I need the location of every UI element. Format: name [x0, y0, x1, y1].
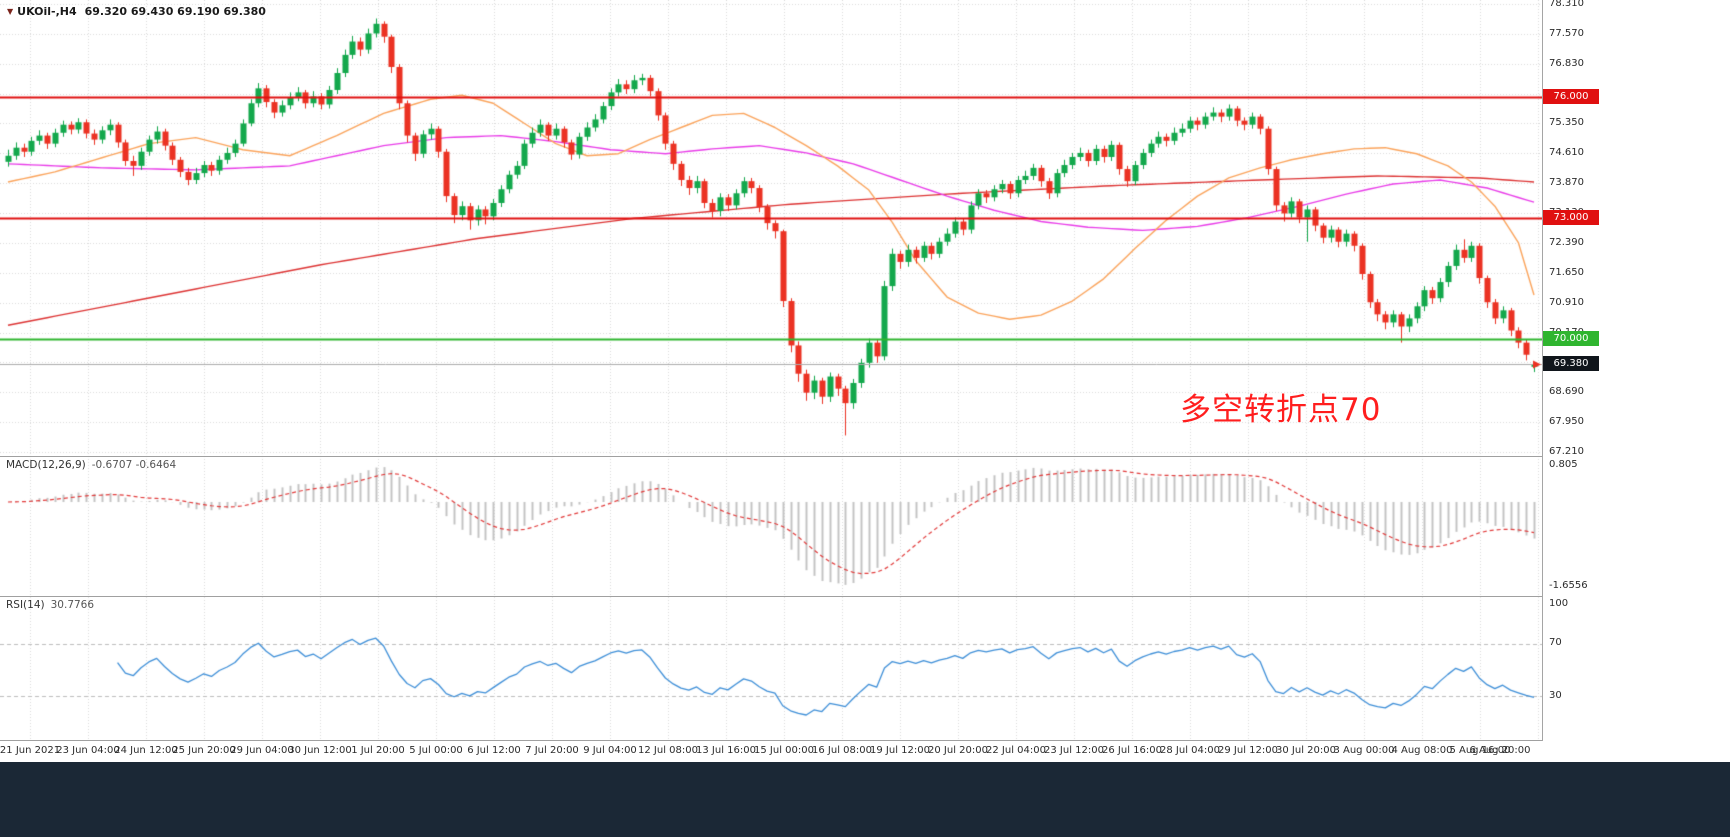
time-label: 1 Jul 20:00	[351, 745, 405, 756]
rsi-scale-top: 100	[1549, 598, 1569, 609]
price-tick: 73.870	[1549, 177, 1584, 189]
annotation-text[interactable]: 多空转折点70	[1180, 392, 1382, 428]
time-label: 7 Jul 20:00	[525, 745, 579, 756]
price-tick: 74.610	[1549, 147, 1584, 159]
panel-separator-macd[interactable]	[0, 456, 1730, 457]
time-label: 6 Aug 20:00	[1469, 745, 1531, 756]
price-chart-canvas[interactable]	[0, 0, 1542, 761]
time-label: 13 Jul 16:00	[696, 745, 756, 756]
price-tick: 70.910	[1549, 296, 1584, 308]
time-label: 23 Jul 12:00	[1044, 745, 1104, 756]
rsi-level-70: 70	[1549, 637, 1562, 648]
macd-values: -0.6707 -0.6464	[91, 459, 177, 471]
time-label: 22 Jul 04:00	[986, 745, 1046, 756]
macd-scale-min: -1.6556	[1549, 580, 1588, 591]
price-badge-69.380: 69.380	[1543, 356, 1599, 372]
price-badge-70.000: 70.000	[1543, 331, 1599, 347]
time-label: 25 Jun 20:00	[172, 745, 236, 756]
rsi-indicator-label: RSI(14) 30.7766	[6, 599, 94, 611]
rsi-level-30: 30	[1549, 690, 1562, 701]
time-label: 19 Jul 12:00	[870, 745, 930, 756]
time-label: 12 Jul 08:00	[638, 745, 698, 756]
time-label: 24 Jun 12:00	[114, 745, 178, 756]
time-label: 5 Aug 16:00	[1449, 745, 1511, 756]
time-label: 20 Jul 20:00	[928, 745, 988, 756]
time-label: 3 Aug 00:00	[1333, 745, 1395, 756]
panel-separator-rsi[interactable]	[0, 596, 1730, 597]
time-label: 29 Jul 12:00	[1218, 745, 1278, 756]
price-tick: 67.950	[1549, 416, 1584, 428]
time-label: 16 Jul 08:00	[812, 745, 872, 756]
macd-indicator-label: MACD(12,26,9) -0.6707 -0.6464	[6, 459, 176, 471]
price-tick: 71.650	[1549, 266, 1584, 278]
symbol-period-label: UKOil-,H4	[17, 5, 77, 18]
time-label: 5 Jul 00:00	[409, 745, 463, 756]
price-tick: 78.310	[1549, 0, 1584, 9]
time-label: 15 Jul 00:00	[754, 745, 814, 756]
price-tick: 75.350	[1549, 117, 1584, 129]
price-axis[interactable]: 0.805 -1.6556 100 70 30 78.310 77.570 76.8…	[1543, 0, 1730, 762]
macd-name: MACD(12,26,9)	[6, 459, 86, 471]
time-label: 6 Jul 12:00	[467, 745, 521, 756]
time-label: 30 Jul 20:00	[1276, 745, 1336, 756]
time-label: 30 Jun 12:00	[288, 745, 352, 756]
time-label: 28 Jul 04:00	[1160, 745, 1220, 756]
price-badge-73.000: 73.000	[1543, 210, 1599, 226]
ohlc-values: 69.320 69.430 69.190 69.380	[84, 5, 266, 18]
time-axis[interactable]: 21 Jun 2021 23 Jun 04:00 24 Jun 12:00 25 Ju…	[0, 741, 1730, 762]
time-label: 29 Jun 04:00	[230, 745, 294, 756]
chart-title: ▼ UKOil-,H4 69.320 69.430 69.190 69.380	[7, 5, 266, 18]
window-footer	[0, 762, 1730, 837]
rsi-value: 30.7766	[50, 599, 95, 611]
price-tick: 67.210	[1549, 446, 1584, 457]
rsi-name: RSI(14)	[6, 599, 45, 611]
time-label: 4 Aug 08:00	[1391, 745, 1453, 756]
time-label: 26 Jul 16:00	[1102, 745, 1162, 756]
axis-border	[1542, 0, 1543, 762]
macd-scale-max: 0.805	[1549, 459, 1578, 470]
time-label: 21 Jun 2021	[0, 745, 61, 756]
price-badge-76.000: 76.000	[1543, 89, 1599, 105]
time-label: 23 Jun 04:00	[56, 745, 120, 756]
price-tick: 76.830	[1549, 57, 1584, 69]
symbol-dropdown-icon: ▼	[7, 7, 14, 16]
time-label: 9 Jul 04:00	[583, 745, 637, 756]
panel-separator-time	[0, 740, 1730, 741]
price-tick: 68.690	[1549, 386, 1584, 398]
price-tick: 77.570	[1549, 27, 1584, 39]
price-tick: 72.390	[1549, 236, 1584, 248]
